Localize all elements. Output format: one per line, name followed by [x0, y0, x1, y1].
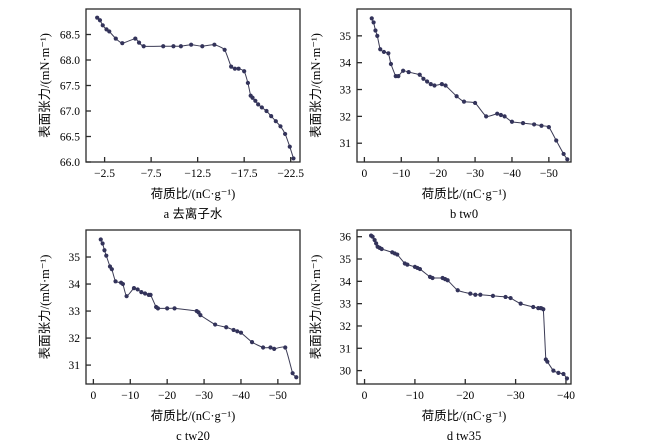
- svg-text:d tw35: d tw35: [447, 429, 481, 440]
- svg-text:−50: −50: [540, 168, 558, 180]
- svg-text:表面张力/(mN·m⁻¹): 表面张力/(mN·m⁻¹): [308, 33, 323, 138]
- svg-text:33: 33: [340, 299, 352, 311]
- svg-text:33: 33: [340, 85, 352, 97]
- svg-text:表面张力/(mN·m⁻¹): 表面张力/(mN·m⁻¹): [308, 255, 323, 360]
- svg-text:35: 35: [340, 254, 352, 266]
- svg-text:66.0: 66.0: [60, 157, 80, 169]
- svg-text:−17.5: −17.5: [231, 168, 258, 180]
- svg-text:−10: −10: [392, 168, 410, 180]
- svg-text:66.5: 66.5: [60, 132, 80, 144]
- svg-text:表面张力/(mN·m⁻¹): 表面张力/(mN·m⁻¹): [37, 255, 52, 360]
- svg-text:−50: −50: [269, 390, 287, 402]
- svg-text:−10: −10: [121, 390, 139, 402]
- svg-text:32: 32: [340, 111, 352, 123]
- svg-text:c tw20: c tw20: [176, 429, 210, 440]
- svg-text:−40: −40: [232, 390, 250, 402]
- svg-text:0: 0: [362, 168, 368, 180]
- svg-text:35: 35: [340, 31, 352, 43]
- svg-text:−20: −20: [158, 390, 176, 402]
- svg-text:−40: −40: [503, 168, 521, 180]
- svg-text:−30: −30: [195, 390, 213, 402]
- svg-text:33: 33: [69, 306, 81, 318]
- svg-text:67.0: 67.0: [60, 106, 80, 118]
- svg-text:34: 34: [340, 58, 352, 70]
- svg-text:荷质比/(nC·g⁻¹): 荷质比/(nC·g⁻¹): [422, 409, 507, 423]
- svg-text:−30: −30: [466, 168, 484, 180]
- svg-text:−12.5: −12.5: [184, 168, 211, 180]
- svg-text:0: 0: [362, 390, 368, 402]
- svg-text:31: 31: [69, 360, 81, 372]
- svg-text:68.5: 68.5: [60, 30, 80, 42]
- svg-text:31: 31: [340, 138, 352, 150]
- svg-text:0: 0: [91, 390, 97, 402]
- svg-text:68.0: 68.0: [60, 55, 80, 67]
- svg-text:b tw0: b tw0: [450, 207, 478, 221]
- svg-text:34: 34: [69, 279, 81, 291]
- svg-text:35: 35: [69, 252, 81, 264]
- svg-text:a 去离子水: a 去离子水: [164, 206, 223, 221]
- svg-text:32: 32: [340, 321, 352, 333]
- svg-text:67.5: 67.5: [60, 81, 80, 93]
- svg-text:−30: −30: [507, 390, 525, 402]
- svg-text:31: 31: [340, 343, 352, 355]
- svg-text:荷质比/(nC·g⁻¹): 荷质比/(nC·g⁻¹): [422, 187, 507, 201]
- svg-text:−10: −10: [406, 390, 424, 402]
- svg-text:30: 30: [340, 366, 352, 378]
- svg-text:−7.5: −7.5: [141, 168, 162, 180]
- svg-text:32: 32: [69, 333, 81, 345]
- svg-text:荷质比/(nC·g⁻¹): 荷质比/(nC·g⁻¹): [151, 409, 236, 423]
- svg-text:−20: −20: [456, 390, 474, 402]
- svg-text:−40: −40: [557, 390, 575, 402]
- svg-text:−2.5: −2.5: [94, 168, 115, 180]
- svg-text:34: 34: [340, 276, 352, 288]
- svg-text:−22.5: −22.5: [277, 168, 304, 180]
- svg-text:−20: −20: [429, 168, 447, 180]
- svg-text:表面张力/(mN·m⁻¹): 表面张力/(mN·m⁻¹): [37, 33, 52, 138]
- svg-text:36: 36: [340, 232, 352, 244]
- svg-text:荷质比/(nC·g⁻¹): 荷质比/(nC·g⁻¹): [151, 187, 236, 201]
